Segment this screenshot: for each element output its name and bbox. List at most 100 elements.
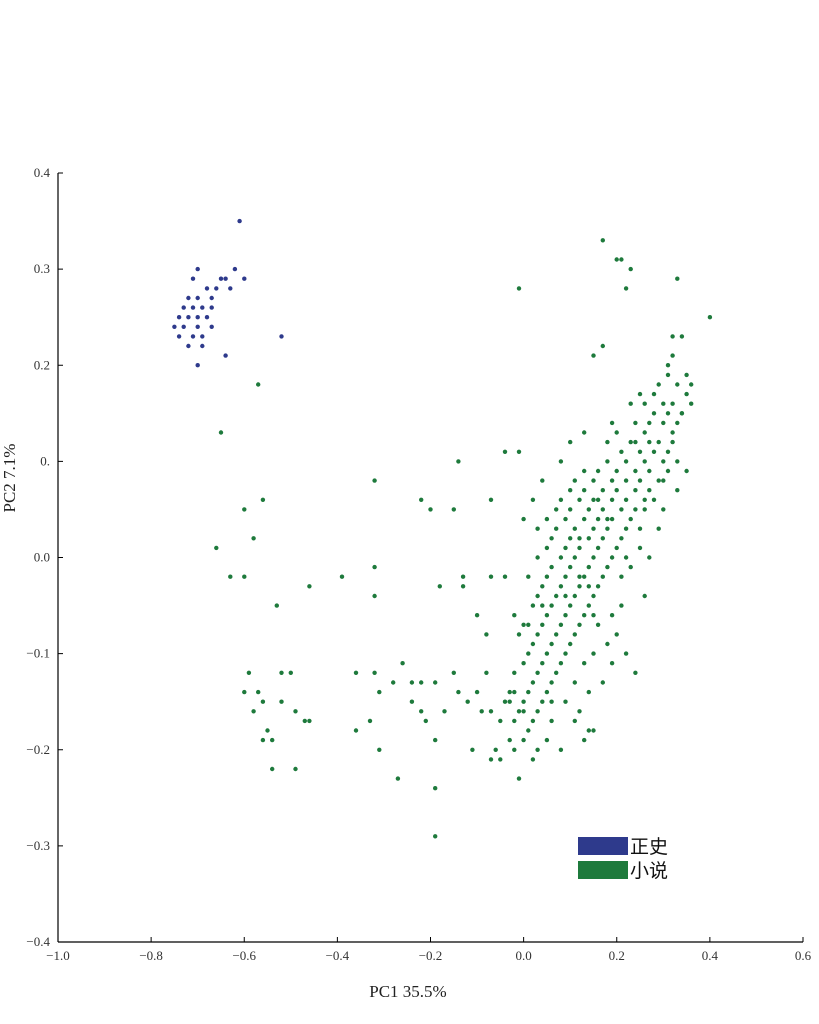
x-axis-ticks: −1.0 −0.8 −0.6 −0.4 −0.2 0.0 0.2 0.4 0.6	[46, 937, 812, 963]
data-point	[605, 459, 610, 464]
data-point	[544, 651, 550, 656]
data-point	[535, 747, 540, 752]
data-point	[623, 478, 629, 483]
data-point	[558, 555, 564, 560]
data-point	[540, 661, 545, 666]
data-point	[614, 430, 619, 435]
data-point	[372, 670, 377, 675]
data-point	[530, 680, 536, 685]
data-point	[568, 641, 573, 647]
data-point	[609, 661, 615, 666]
data-point	[563, 574, 568, 579]
data-point	[488, 709, 494, 714]
data-point	[549, 680, 554, 685]
data-point	[595, 468, 601, 474]
data-point	[232, 266, 238, 272]
data-point	[558, 661, 564, 666]
data-point	[572, 478, 577, 483]
data-point	[521, 661, 526, 666]
data-point	[661, 459, 666, 464]
data-point	[605, 439, 610, 445]
data-point	[279, 670, 284, 675]
data-point	[665, 411, 671, 416]
data-point	[586, 536, 591, 541]
data-point	[172, 324, 177, 329]
data-point	[600, 536, 605, 541]
data-point	[586, 603, 591, 608]
x-tick-label: 0.0	[516, 948, 532, 963]
data-point	[540, 584, 545, 589]
y-axis-title: PC2 7.1%	[0, 444, 19, 513]
data-point	[633, 468, 638, 474]
data-point	[493, 747, 498, 752]
x-axis-title: PC1 35.5%	[369, 982, 446, 1001]
data-point	[535, 670, 540, 675]
data-point	[433, 786, 438, 791]
legend-swatch	[578, 837, 628, 855]
x-tick-label: −0.6	[232, 948, 256, 963]
data-point	[609, 420, 615, 426]
data-point	[409, 680, 415, 685]
data-point	[265, 728, 270, 733]
data-point	[591, 353, 596, 358]
data-point	[665, 468, 671, 474]
data-point	[228, 286, 233, 291]
data-point	[195, 295, 200, 301]
data-point	[675, 488, 680, 493]
data-point	[544, 545, 550, 551]
data-point	[591, 593, 596, 599]
data-point	[633, 670, 638, 675]
data-point	[595, 497, 601, 502]
data-point	[600, 238, 605, 243]
data-point	[582, 430, 587, 435]
data-point	[605, 516, 610, 522]
data-point	[516, 632, 522, 637]
data-point	[563, 613, 568, 618]
data-point	[609, 478, 615, 483]
data-point	[637, 478, 643, 483]
data-point	[707, 315, 713, 320]
data-point	[293, 709, 298, 714]
data-point	[516, 449, 522, 454]
y-tick-label: 0.2	[34, 357, 50, 372]
data-point	[647, 555, 652, 560]
data-point	[474, 613, 480, 618]
data-point	[218, 276, 224, 281]
data-point	[419, 680, 424, 685]
data-point	[568, 507, 573, 512]
data-point	[242, 574, 247, 579]
data-point	[675, 276, 680, 281]
data-point	[591, 497, 596, 502]
data-point	[451, 670, 456, 675]
data-point	[577, 709, 582, 714]
data-point	[218, 430, 224, 435]
data-point	[595, 584, 601, 589]
data-point	[419, 497, 424, 502]
data-point	[670, 334, 675, 339]
data-point	[651, 411, 657, 416]
data-point	[544, 516, 550, 522]
x-tick-label: 0.6	[795, 948, 812, 963]
data-point	[521, 699, 526, 704]
data-point	[600, 343, 605, 349]
data-point	[530, 757, 536, 762]
data-point	[507, 699, 512, 704]
data-point	[209, 305, 214, 310]
points-layer	[172, 218, 713, 839]
data-point	[512, 670, 517, 675]
data-point	[251, 536, 256, 541]
data-point	[605, 526, 610, 531]
data-point	[651, 497, 657, 502]
data-point	[372, 593, 377, 599]
y-tick-label: −0.1	[26, 646, 50, 661]
data-point	[600, 680, 605, 685]
data-point	[516, 776, 522, 781]
data-point	[582, 661, 587, 666]
data-point	[209, 295, 214, 301]
data-point	[586, 564, 591, 570]
data-point	[684, 468, 689, 474]
data-point	[637, 526, 643, 531]
data-point	[684, 372, 689, 378]
data-point	[186, 343, 191, 349]
data-point	[535, 555, 540, 560]
